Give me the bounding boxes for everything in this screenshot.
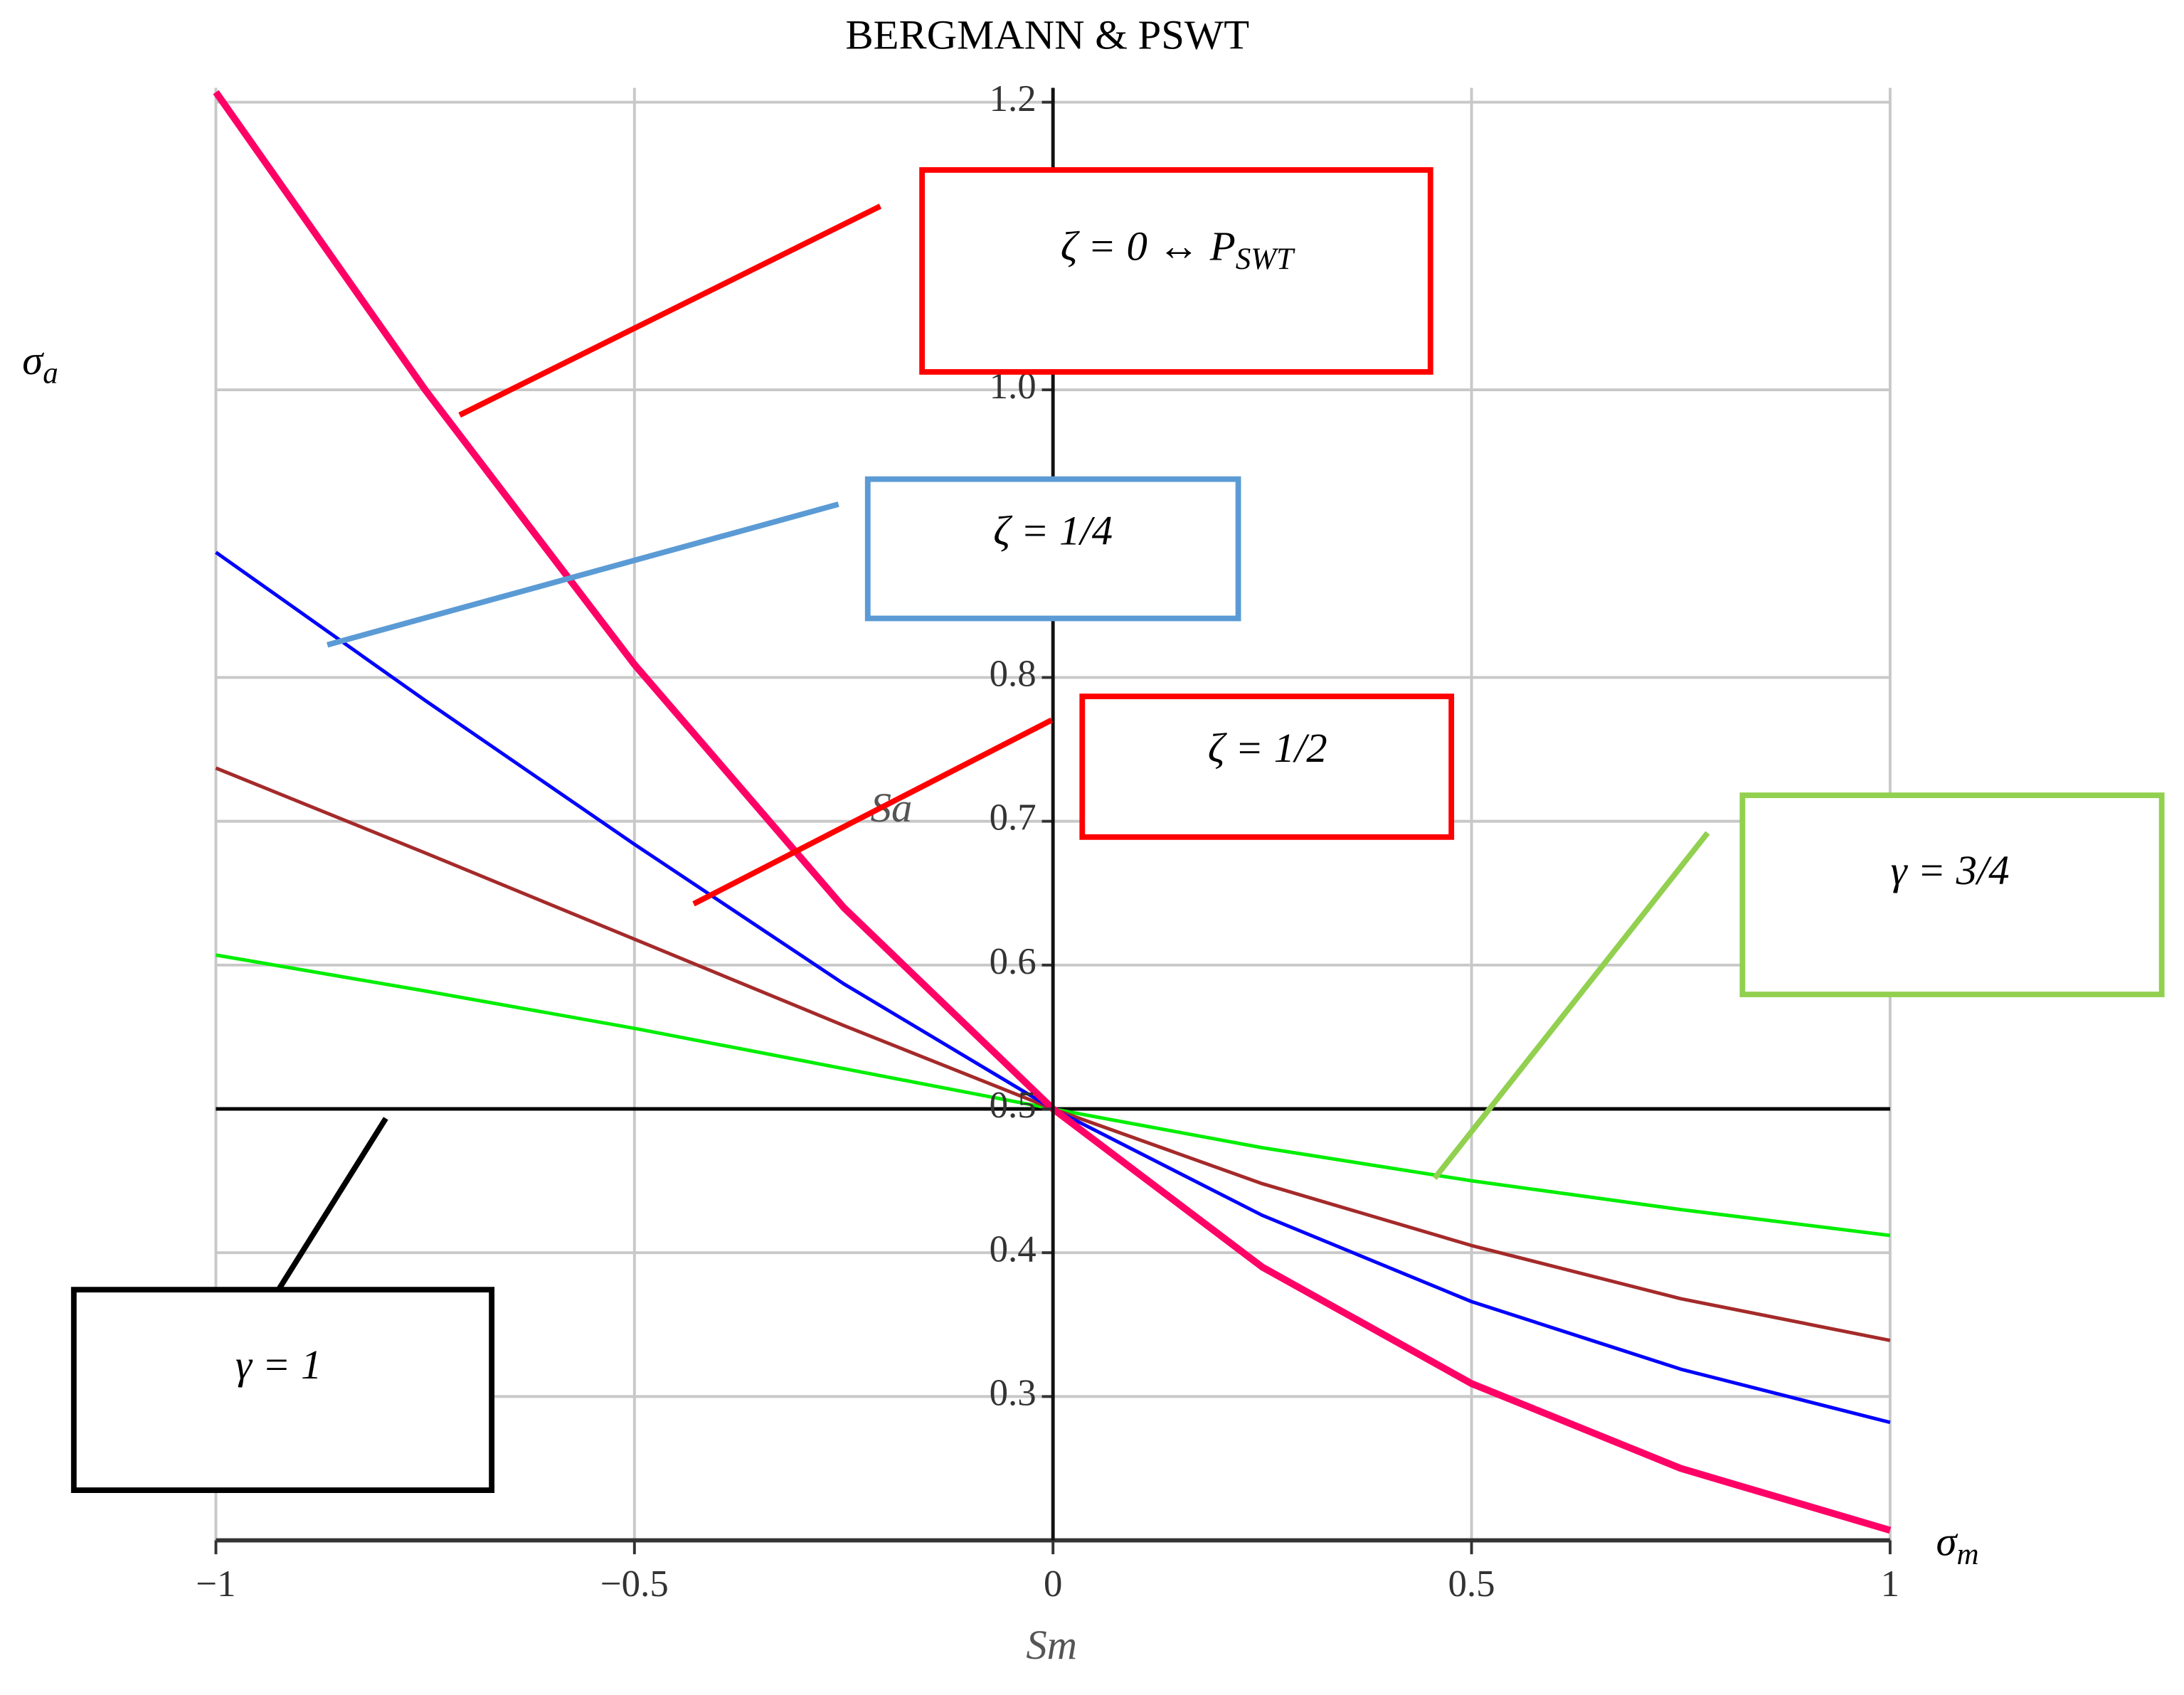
annotation: γ = 3/4 <box>1890 847 2009 893</box>
annotation-text: ζ = 0 ↔ P <box>1061 223 1236 270</box>
x-symbol-text: σ <box>1936 1519 1958 1565</box>
x-symbol: σm <box>1936 1519 1978 1571</box>
axes: −1 −0.5 0 0.5 10.30.40.50.60.70.81.01.2 <box>196 78 1899 1605</box>
annotation-box <box>70 1287 495 1493</box>
y-tick-label: 0.6 <box>990 941 1037 982</box>
y-symbol: σa <box>22 338 58 390</box>
y-tick-label: 1.2 <box>990 78 1037 119</box>
connector <box>692 717 1054 907</box>
connector <box>1432 831 1710 1180</box>
annotation: ζ = 1/2 <box>1208 725 1327 771</box>
connector <box>327 501 839 648</box>
y-symbol-sub: a <box>43 357 58 390</box>
connector <box>276 1117 388 1292</box>
annotations: ζ = 0 ↔ PSWT ζ = 1/4 ζ = 1/2 γ = 3/4 γ =… <box>70 167 2165 1493</box>
annotation: ζ = 1/4 <box>993 507 1113 553</box>
x-tick-label: −1 <box>196 1563 235 1605</box>
annotation-box <box>1079 694 1455 840</box>
annotation: γ = 1 <box>235 1341 322 1388</box>
connector <box>458 203 882 418</box>
annotation: ζ = 0 ↔ PSWT <box>1061 223 1295 276</box>
x-tick-label: 0.5 <box>1448 1563 1495 1605</box>
y-tick-label: 0.5 <box>990 1085 1037 1126</box>
x-tick-label: −0.5 <box>600 1563 669 1605</box>
annotation-box <box>864 476 1241 622</box>
x-symbol-sub: m <box>1956 1538 1978 1571</box>
x-tick-label: 1 <box>1881 1563 1899 1605</box>
annotation-box <box>1739 792 2165 997</box>
annotation-sub: SWT <box>1236 243 1295 276</box>
chart-title: BERGMANN & PSWT <box>846 11 1250 58</box>
y-tick-label: 0.4 <box>990 1228 1037 1270</box>
x-axis-label: Sm <box>1026 1622 1077 1668</box>
x-tick-label: 0 <box>1044 1563 1062 1605</box>
annotation-box <box>919 167 1433 375</box>
y-tick-label: 0.7 <box>990 797 1037 839</box>
y-tick-label: 0.8 <box>990 654 1037 695</box>
y-tick-label: 0.3 <box>990 1372 1037 1413</box>
y-symbol-text: σ <box>22 338 44 384</box>
